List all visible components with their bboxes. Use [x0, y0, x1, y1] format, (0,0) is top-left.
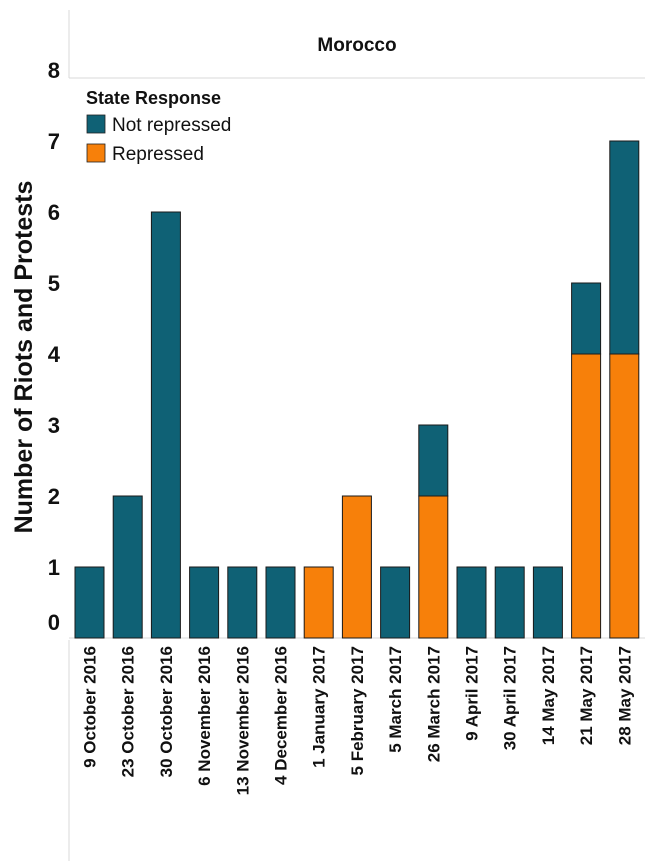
legend-title: State Response: [86, 88, 221, 108]
y-tick-labels: 0 1 2 3 4 5 6 7 8: [48, 58, 61, 635]
x-tick-label: 14 May 2017: [539, 646, 558, 745]
x-tick-label: 23 October 2016: [119, 646, 138, 777]
bar-segment-not-repressed: [495, 567, 524, 638]
x-tick-label: 13 November 2016: [233, 646, 252, 795]
bar-segment-repressed: [304, 567, 333, 638]
bar-segment-not-repressed: [457, 567, 486, 638]
x-tick-label: 6 November 2016: [195, 646, 214, 786]
x-tick-label: 1 January 2017: [310, 646, 329, 768]
bar-segment-not-repressed: [381, 567, 410, 638]
y-tick-label: 6: [48, 200, 60, 225]
x-tick-label: 26 March 2017: [424, 646, 443, 762]
bar-segment-repressed: [610, 354, 639, 638]
bar-segment-not-repressed: [419, 425, 448, 496]
y-tick-label: 3: [48, 413, 60, 438]
x-tick-label: 30 October 2016: [157, 646, 176, 777]
x-tick-labels: 9 October 2016 23 October 2016 30 October …: [81, 646, 635, 795]
y-tick-label: 2: [48, 484, 60, 509]
x-tick-label: 9 April 2017: [463, 646, 482, 741]
legend-swatch-repressed: [87, 144, 105, 162]
bar-segment-not-repressed: [151, 212, 180, 638]
x-tick-label: 5 February 2017: [348, 646, 367, 775]
chart-title: Morocco: [317, 35, 396, 56]
x-tick-label: 28 May 2017: [615, 646, 634, 745]
bars: [75, 141, 639, 638]
y-tick-label: 4: [48, 342, 61, 367]
y-tick-label: 0: [48, 610, 60, 635]
bar-segment-repressed: [342, 496, 371, 638]
x-tick-label: 5 March 2017: [386, 646, 405, 753]
bar-segment-not-repressed: [266, 567, 295, 638]
bar-segment-not-repressed: [190, 567, 219, 638]
y-tick-label: 8: [48, 58, 60, 83]
x-tick-label: 21 May 2017: [577, 646, 596, 745]
bar-segment-not-repressed: [533, 567, 562, 638]
legend: State Response Not repressed Repressed: [86, 88, 231, 165]
x-tick-label: 9 October 2016: [81, 646, 100, 768]
bar-segment-repressed: [572, 354, 601, 638]
bar-segment-not-repressed: [572, 283, 601, 354]
x-tick-label: 4 December 2016: [272, 646, 291, 785]
y-axis-label: Number of Riots and Protests: [10, 181, 38, 534]
y-tick-label: 7: [48, 129, 60, 154]
bar-segment-not-repressed: [610, 141, 639, 354]
legend-swatch-not-repressed: [87, 115, 105, 133]
bar-segment-not-repressed: [228, 567, 257, 638]
legend-label-not-repressed: Not repressed: [112, 115, 231, 136]
bar-segment-not-repressed: [113, 496, 142, 638]
x-tick-label: 30 April 2017: [501, 646, 520, 750]
legend-label-repressed: Repressed: [112, 144, 204, 165]
y-tick-label: 1: [48, 555, 60, 580]
bar-segment-not-repressed: [75, 567, 104, 638]
bar-segment-repressed: [419, 496, 448, 638]
y-tick-label: 5: [48, 271, 60, 296]
